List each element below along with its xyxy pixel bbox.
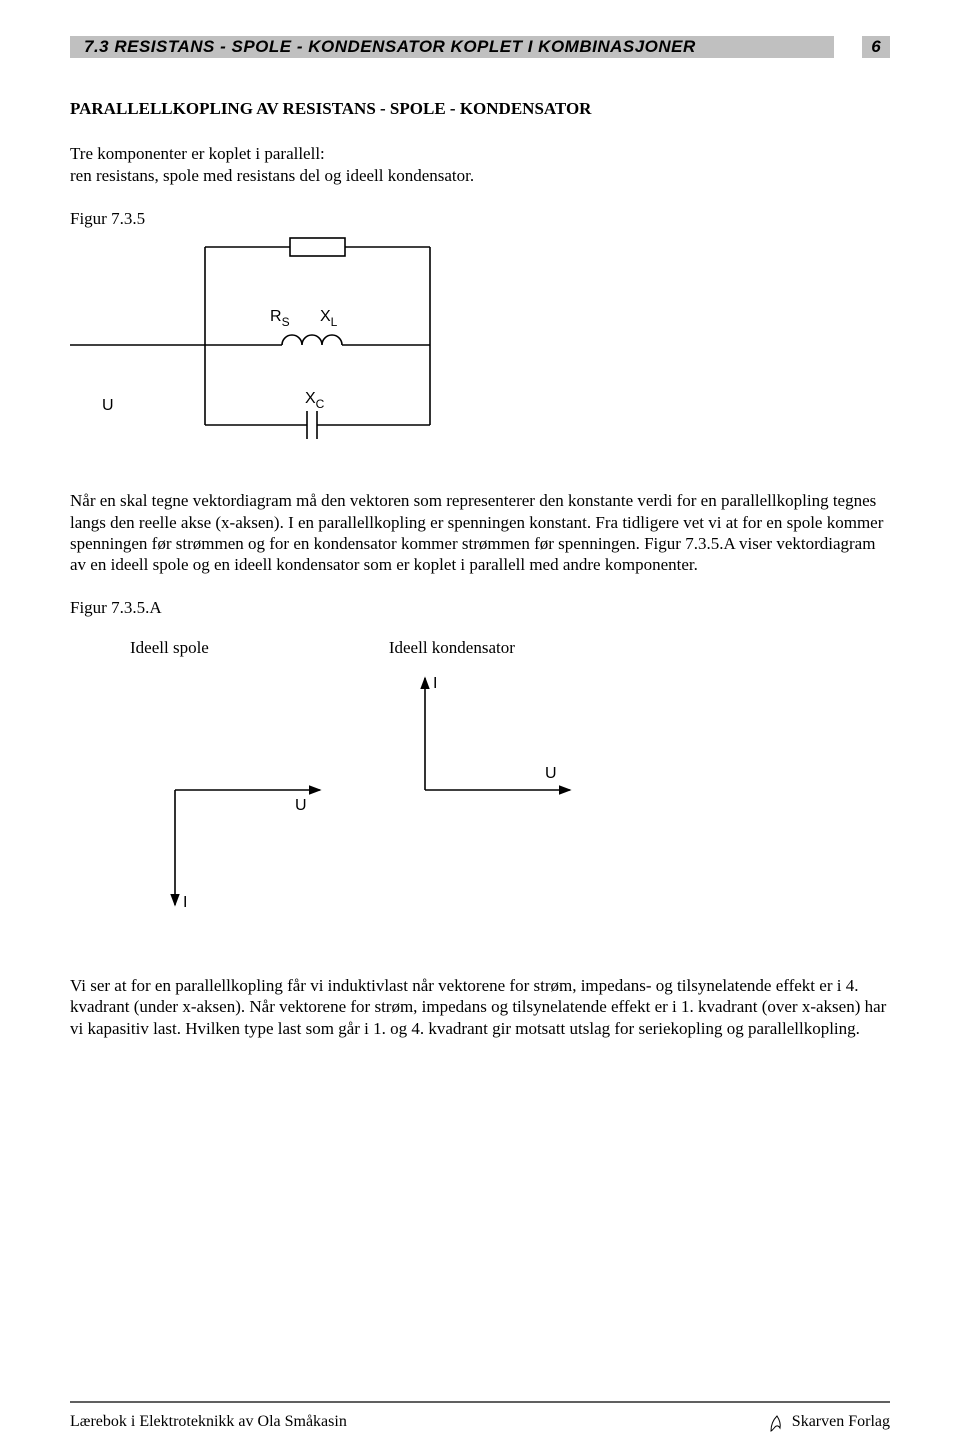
vector-diagrams: U I U I (70, 670, 590, 930)
section-title-bar: 7.3 RESISTANS - SPOLE - KONDENSATOR KOPL… (70, 36, 834, 58)
body-paragraph-3: Vi ser at for en parallellkopling får vi… (70, 975, 890, 1039)
page-footer: Lærebok i Elektroteknikk av Ola Småkasin… (70, 1401, 890, 1433)
body-paragraph-2: Når en skal tegne vektordiagram må den v… (70, 490, 890, 575)
rs-label: RS (270, 308, 290, 329)
cap-i-label: I (433, 675, 437, 692)
xl-label: XL (320, 308, 338, 329)
ideal-coil-caption: Ideell spole (130, 637, 209, 658)
subsection-heading: PARALLELLKOPLING AV RESISTANS - SPOLE - … (70, 98, 890, 119)
footer-right: Skarven Forlag (792, 1413, 890, 1431)
page-number: 6 (871, 37, 880, 57)
parallel-rlc-circuit-diagram: R RS XL XC U (60, 235, 500, 465)
page-header: 7.3 RESISTANS - SPOLE - KONDENSATOR KOPL… (70, 36, 890, 58)
ideal-capacitor-caption: Ideell kondensator (389, 637, 515, 658)
cap-u-label: U (545, 765, 557, 782)
resistor-r-label: R (313, 235, 325, 237)
figure-2-label: Figur 7.3.5.A (70, 597, 890, 618)
coil-i-label: I (183, 894, 187, 911)
page-number-box: 6 (862, 36, 890, 58)
figure-1-label: Figur 7.3.5 (70, 208, 890, 229)
xc-label: XC (305, 390, 325, 411)
section-title: 7.3 RESISTANS - SPOLE - KONDENSATOR KOPL… (84, 37, 696, 57)
footer-left: Lærebok i Elektroteknikk av Ola Småkasin (70, 1413, 347, 1431)
voltage-u-label: U (102, 397, 114, 414)
coil-u-label: U (295, 797, 307, 814)
publisher-logo-icon (768, 1411, 786, 1433)
intro-paragraph: Tre komponenter er koplet i parallell: r… (70, 143, 890, 186)
vector-captions-row: Ideell spole Ideell kondensator (70, 637, 890, 658)
